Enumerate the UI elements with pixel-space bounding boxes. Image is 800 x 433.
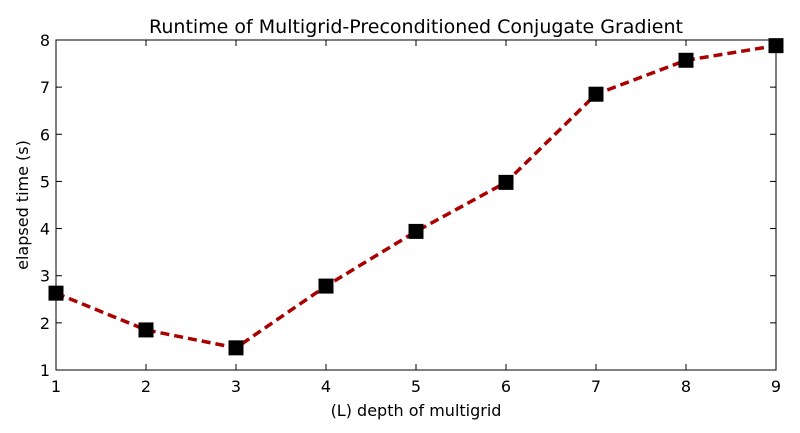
data-point — [768, 38, 784, 54]
y-tick-label: 7 — [40, 78, 50, 97]
x-tick-label: 9 — [771, 377, 781, 396]
y-tick-label: 6 — [40, 125, 50, 144]
x-tick-label: 7 — [591, 377, 601, 396]
data-point — [318, 278, 334, 294]
data-point — [48, 285, 64, 301]
data-point — [678, 52, 694, 68]
data-point — [498, 174, 514, 190]
tick-labels: 1 2 3 4 5 6 7 8 9 1 2 3 4 5 6 7 8 — [40, 31, 781, 396]
chart-title: Runtime of Multigrid-Preconditioned Conj… — [149, 16, 683, 38]
y-tick-label: 4 — [40, 220, 50, 239]
x-tick-label: 6 — [501, 377, 511, 396]
data-point — [588, 86, 604, 102]
series-layer — [48, 38, 784, 356]
x-tick-label: 2 — [141, 377, 151, 396]
plot-area — [48, 38, 784, 371]
y-axis-label: elapsed time (s) — [13, 140, 32, 270]
y-tick-label: 2 — [40, 314, 50, 333]
data-point — [228, 340, 244, 356]
series-line — [55, 43, 777, 350]
x-tick-label: 1 — [51, 377, 61, 396]
y-tick-label: 1 — [40, 361, 50, 380]
x-axis-label: (L) depth of multigrid — [331, 401, 502, 420]
x-tick-label: 4 — [321, 377, 331, 396]
y-tick-label: 8 — [40, 31, 50, 50]
plot-frame — [55, 39, 777, 371]
data-point — [408, 223, 424, 239]
data-point — [138, 322, 154, 338]
x-tick-label: 5 — [411, 377, 421, 396]
x-tick-label: 3 — [231, 377, 241, 396]
x-tick-label: 8 — [681, 377, 691, 396]
y-tick-label: 5 — [40, 172, 50, 191]
ticks — [55, 39, 777, 371]
y-tick-label: 3 — [40, 267, 50, 286]
